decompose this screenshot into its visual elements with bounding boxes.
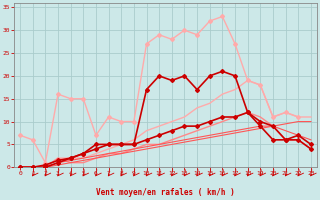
X-axis label: Vent moyen/en rafales ( km/h ): Vent moyen/en rafales ( km/h ) [96,188,235,197]
